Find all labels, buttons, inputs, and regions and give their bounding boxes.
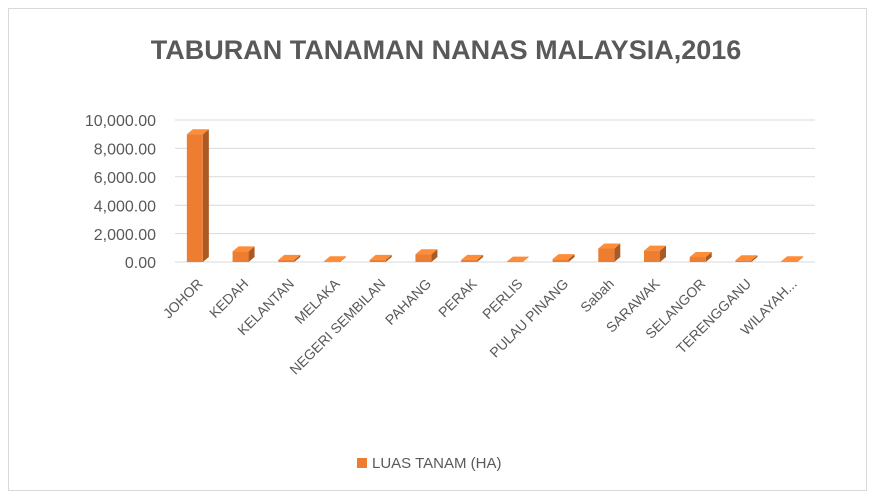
bar <box>689 257 706 262</box>
bar-top <box>644 245 666 251</box>
bar-top <box>232 246 255 252</box>
bar-side <box>751 255 758 262</box>
bar <box>598 248 615 262</box>
y-tick-label: 0.00 <box>125 255 156 272</box>
legend-label: LUAS TANAM (HA) <box>372 455 501 472</box>
bar-side <box>568 254 575 262</box>
bar-side <box>477 254 484 262</box>
bar-top <box>552 254 575 260</box>
bar-top <box>689 252 712 258</box>
y-tick-label: 6,000.00 <box>94 170 156 187</box>
y-tick-label: 4,000.00 <box>94 198 156 215</box>
bar <box>461 259 478 262</box>
legend-swatch <box>357 458 367 468</box>
bar <box>415 254 432 262</box>
bar-side <box>385 254 392 262</box>
bar <box>781 261 798 262</box>
bar-side <box>340 256 346 262</box>
bar-top <box>598 243 621 249</box>
bar-top <box>369 254 392 260</box>
bar-side <box>660 245 666 262</box>
y-tick-label: 10,000.00 <box>85 113 156 130</box>
bar <box>232 251 249 262</box>
bar <box>186 134 203 262</box>
bar-top <box>415 249 438 255</box>
bar-side <box>614 243 621 262</box>
bar-top <box>278 254 301 260</box>
bar-top <box>324 256 346 262</box>
bar <box>369 259 386 262</box>
bar-top <box>461 254 484 260</box>
bar-top <box>735 255 758 261</box>
bar-side <box>522 256 529 262</box>
bar-side <box>797 256 804 262</box>
bar-top <box>781 256 804 262</box>
bar <box>324 261 340 262</box>
bar <box>552 259 569 262</box>
bar <box>644 250 660 262</box>
bar-side <box>705 252 712 262</box>
y-tick-label: 8,000.00 <box>94 142 156 159</box>
bar <box>278 259 295 262</box>
bar-side <box>431 249 438 262</box>
bar-side <box>248 246 255 262</box>
bar-side <box>294 254 301 262</box>
bar-top <box>186 129 209 135</box>
chart-title: TABURAN TANAMAN NANAS MALAYSIA,2016 <box>151 35 742 65</box>
bar-top <box>506 256 529 262</box>
chart-border <box>8 8 867 491</box>
y-tick-label: 2,000.00 <box>94 227 156 244</box>
bar <box>735 260 752 262</box>
bar-side <box>202 129 209 262</box>
